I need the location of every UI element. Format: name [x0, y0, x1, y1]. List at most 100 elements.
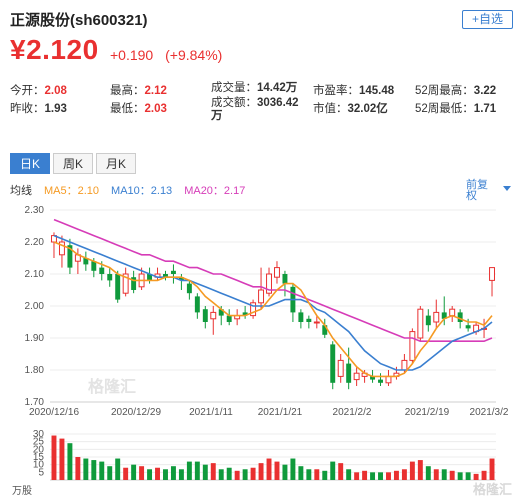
- period-tabs: 日K 周K 月K: [10, 153, 139, 174]
- volume-bar: [250, 467, 256, 480]
- date-axis-labels: 2020/12/16 2020/12/29 2021/1/11 2021/1/21 20…: [29, 407, 509, 418]
- volume-bar: [393, 470, 399, 480]
- volume-bar: [139, 466, 145, 480]
- tab-weekly-k[interactable]: 周K: [53, 153, 93, 174]
- candle-body: [178, 277, 184, 281]
- volume-bar: [83, 458, 89, 480]
- volume-bars-group: [51, 435, 495, 480]
- price-tick-label: 1.80: [25, 365, 45, 376]
- volume-bar: [51, 435, 57, 480]
- candle-body: [170, 270, 176, 274]
- price-adjust-dropdown[interactable]: 前复权: [466, 179, 488, 202]
- volume-bar: [425, 466, 431, 480]
- candle-body: [51, 235, 57, 243]
- stock-title: 正源股份(sh600321): [10, 12, 148, 29]
- ma-label: 均线: [10, 185, 32, 197]
- candle-body: [330, 344, 336, 383]
- price-tick-label: 1.70: [25, 397, 45, 408]
- volume-bar: [441, 469, 447, 480]
- price-tick-label: 2.00: [25, 301, 45, 312]
- volume-bar: [465, 472, 471, 480]
- watermark-volume: 格隆汇: [473, 482, 512, 497]
- candle-body: [242, 312, 248, 316]
- candle-body: [465, 325, 471, 329]
- candle-body: [147, 274, 153, 281]
- date-tick-label: 2021/1/21: [258, 407, 303, 418]
- candle-body: [322, 325, 328, 335]
- candle-body: [274, 267, 280, 278]
- volume-bar: [354, 472, 360, 480]
- stat-pe: 市盈率：145.48: [313, 85, 395, 97]
- candle-body: [425, 315, 431, 326]
- change-percent: (+9.84%): [165, 47, 223, 63]
- price-change: +0.190 (+9.84%): [110, 47, 230, 63]
- volume-bar: [131, 464, 137, 480]
- price-tick-label: 2.30: [25, 205, 45, 216]
- candle-body: [258, 289, 265, 304]
- stats-col-1: 今开：2.08 昨收：1.93: [10, 82, 67, 118]
- volume-bar: [401, 469, 407, 480]
- candle-body: [131, 277, 137, 290]
- candle-body: [353, 372, 360, 381]
- date-tick-label: 2021/3/2: [470, 407, 509, 418]
- current-price: ¥2.120: [10, 34, 99, 65]
- candle-body: [378, 379, 383, 383]
- volume-tick-label: 20: [33, 444, 45, 455]
- stat-52w-high: 52周最高：3.22: [415, 85, 497, 97]
- tab-monthly-k[interactable]: 月K: [96, 153, 136, 174]
- chevron-down-icon[interactable]: [503, 186, 511, 191]
- volume-bar: [194, 461, 200, 480]
- candle-body: [441, 312, 447, 319]
- stat-high: 最高：2.12: [110, 85, 167, 97]
- stat-market-cap: 市值：32.02亿: [313, 103, 388, 115]
- price-tick-label: 2.10: [25, 269, 45, 280]
- volume-bar: [274, 461, 280, 480]
- volume-bar: [210, 463, 216, 480]
- price-tick-label: 1.90: [25, 333, 45, 344]
- volume-bar: [115, 458, 121, 480]
- volume-bar: [417, 460, 423, 480]
- volume-unit: 万股: [12, 485, 32, 497]
- volume-bar: [75, 457, 81, 480]
- stat-low: 最低：2.03: [110, 103, 167, 115]
- candle-body: [122, 273, 129, 294]
- volume-bar: [457, 472, 463, 480]
- volume-bar: [378, 472, 383, 480]
- candle-body: [226, 315, 232, 322]
- add-watchlist-button[interactable]: +自选: [462, 10, 513, 29]
- stat-prev-close: 昨收：1.93: [10, 103, 67, 115]
- candle-body: [346, 363, 352, 383]
- volume-bar: [489, 458, 495, 480]
- ma20-line: [53, 218, 493, 343]
- stat-turnover: 成交额：3036.42万: [211, 97, 299, 122]
- candle-body: [218, 309, 224, 316]
- ma5-legend: MA5：2.10: [44, 185, 100, 197]
- candle-body: [433, 311, 440, 323]
- volume-bar: [330, 461, 336, 480]
- ma10-legend: MA10：2.13: [111, 185, 173, 197]
- date-tick-label: 2021/1/11: [189, 407, 233, 418]
- date-tick-label: 2021/2/2: [333, 407, 372, 418]
- volume-bar: [290, 458, 296, 480]
- candle-body: [83, 258, 89, 265]
- change-amount: +0.190: [110, 47, 154, 63]
- stats-col-2: 最高：2.12 最低：2.03: [110, 82, 167, 118]
- candle-body: [370, 376, 376, 380]
- date-tick-label: 2020/12/16: [29, 407, 79, 418]
- volume-bar: [386, 472, 391, 480]
- date-tick-label: 2021/2/19: [405, 407, 450, 418]
- volume-bar: [409, 461, 415, 480]
- candle-body: [186, 283, 192, 294]
- volume-bar: [155, 467, 160, 480]
- volume-tick-label: 25: [33, 437, 45, 448]
- candle-body: [67, 245, 73, 268]
- candle-body: [457, 312, 463, 322]
- candle-body: [163, 274, 168, 278]
- tab-daily-k[interactable]: 日K: [10, 153, 50, 174]
- date-tick-label: 2020/12/29: [111, 407, 161, 418]
- volume-tick-label: 15: [33, 452, 45, 463]
- volume-bar: [362, 470, 368, 480]
- candle-body: [282, 274, 288, 284]
